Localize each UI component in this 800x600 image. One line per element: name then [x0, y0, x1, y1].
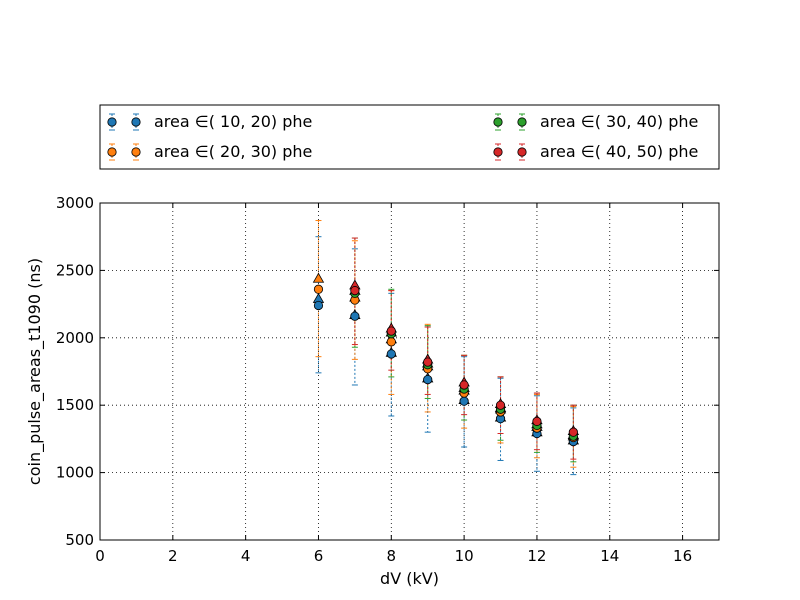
error-bar — [388, 290, 395, 371]
y-tick-label: 3000 — [56, 194, 94, 212]
data-marks — [312, 220, 580, 476]
triangle-point — [312, 272, 325, 283]
legend-label: area ∈( 40, 50) phe — [540, 142, 698, 161]
plot-frame — [99, 202, 720, 541]
circle-point — [568, 427, 578, 437]
legend-entry-2: area ∈( 30, 40) phe — [493, 112, 698, 131]
plot-area — [100, 203, 719, 540]
series-markers-3 — [349, 279, 580, 437]
y-tick-label: 2500 — [56, 261, 94, 279]
legend-marker — [131, 117, 141, 127]
circle-point — [386, 326, 396, 336]
legend-label: area ∈( 20, 30) phe — [154, 142, 312, 161]
error-bar — [570, 404, 577, 460]
legend-entry-1: area ∈( 20, 30) phe — [107, 142, 312, 161]
legend-marker — [517, 117, 527, 127]
x-axis-title: dV (kV) — [380, 569, 439, 588]
legend-label: area ∈( 30, 40) phe — [540, 112, 698, 131]
error-bar — [424, 323, 431, 413]
circle-point — [423, 374, 433, 385]
legend-marker — [131, 147, 141, 157]
legend-entry-3: area ∈( 40, 50) phe — [493, 142, 698, 161]
legend-label: area ∈( 10, 20) phe — [154, 112, 312, 131]
circle-point — [386, 349, 396, 359]
circle-point — [386, 337, 396, 347]
x-tick-label: 8 — [387, 547, 397, 565]
legend-frame — [99, 104, 720, 170]
x-tick-label: 12 — [527, 547, 546, 565]
circle-point — [350, 311, 360, 321]
x-tick-label: 10 — [455, 547, 474, 565]
circle-point — [423, 357, 433, 367]
circle-point — [459, 380, 469, 390]
x-tick-label: 0 — [95, 547, 105, 565]
legend-marker — [517, 147, 527, 157]
x-tick-label: 2 — [168, 547, 178, 565]
legend-marker — [493, 117, 503, 127]
legend-marker — [107, 147, 117, 157]
error-bar — [351, 240, 358, 360]
error-bar — [388, 288, 395, 378]
x-tick-label: 4 — [241, 547, 251, 565]
y-tick-label: 500 — [65, 531, 94, 549]
legend: area ∈( 10, 20) phe area ∈( 20, 30) phe ar… — [99, 104, 720, 170]
legend-marker — [493, 147, 503, 157]
y-tick-label: 1000 — [56, 464, 94, 482]
circle-point — [313, 300, 324, 311]
y-tick-label: 2000 — [56, 329, 94, 347]
y-axis-title: coin_pulse_areas_t1090 (ns) — [25, 258, 45, 485]
y-tick-label: 1500 — [56, 396, 94, 414]
x-tick-label: 14 — [600, 547, 619, 565]
x-tick-label: 6 — [314, 547, 324, 565]
circle-point — [495, 400, 506, 410]
ticks: 0 2 4 6 8 10 12 14 16 500 1000 1500 2000 2500 3000 — [56, 194, 719, 565]
circle-point — [313, 284, 324, 294]
circle-point — [350, 286, 360, 296]
x-tick-label: 16 — [673, 547, 692, 565]
circle-point — [532, 416, 542, 426]
legend-entry-0: area ∈( 10, 20) phe — [107, 112, 312, 131]
legend-marker — [107, 117, 117, 127]
circle-point — [459, 396, 469, 406]
